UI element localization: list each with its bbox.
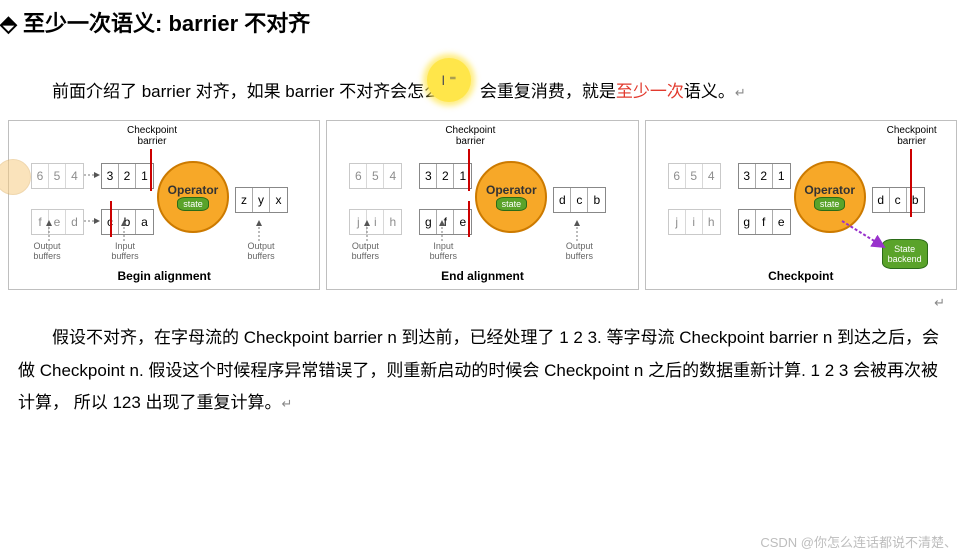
cell: a xyxy=(136,210,153,234)
cell: i xyxy=(686,210,703,234)
cp-barrier-label: Checkpoint barrier xyxy=(122,125,182,147)
cell: 2 xyxy=(756,164,773,188)
operator-label: Operator xyxy=(168,183,219,197)
para2-text: 假设不对齐，在字母流的 Checkpoint barrier n 到达前，已经处… xyxy=(18,328,939,412)
return-mark: ↵ xyxy=(282,396,293,411)
input-buffers-label: Input buffers xyxy=(423,241,463,261)
state-label: state xyxy=(496,197,528,211)
cell: j xyxy=(350,210,367,234)
cell: c xyxy=(571,188,588,212)
cell: 4 xyxy=(384,164,401,188)
cp-barrier-label: Checkpoint barrier xyxy=(440,125,500,147)
cell: g xyxy=(420,210,437,234)
output-buffers-label: Output buffers xyxy=(345,241,385,261)
cell: i xyxy=(367,210,384,234)
para1-text-b: 至少一次 xyxy=(616,82,684,101)
output-buffers-label: Output buffers xyxy=(27,241,67,261)
diagram-row: Checkpoint barrier 6 5 4 3 2 1 f e d xyxy=(0,116,965,294)
state-label: state xyxy=(177,197,209,211)
watermark: CSDN @你怎么连话都说不清楚、 xyxy=(760,532,957,551)
cell: 6 xyxy=(669,164,686,188)
cell: f xyxy=(32,210,49,234)
cell: 4 xyxy=(703,164,720,188)
barrier-out xyxy=(910,149,912,217)
cell: h xyxy=(703,210,720,234)
cell: d xyxy=(554,188,571,212)
panel-checkpoint: Checkpoint barrier 6 5 4 3 2 1 j i h xyxy=(645,120,957,290)
cell: h xyxy=(384,210,401,234)
panel-begin-alignment: Checkpoint barrier 6 5 4 3 2 1 f e d xyxy=(8,120,320,290)
cell: x xyxy=(270,188,287,212)
cell: 4 xyxy=(66,164,83,188)
out-stream: z y x xyxy=(235,187,288,213)
operator-label: Operator xyxy=(486,183,537,197)
para1-text-a: 前面介绍了 barrier 对齐，如果 barrier 不对齐会怎么样？ 会重复… xyxy=(52,82,616,101)
output-buffers-label: Output buffers xyxy=(241,241,281,261)
heading: ⬘ 至少一次语义: barrier 不对齐 xyxy=(0,0,965,40)
paragraph-1: 前面介绍了 barrier 对齐，如果 barrier 不对齐会怎么样？ 会重复… xyxy=(0,40,965,116)
cell: y xyxy=(253,188,270,212)
cell: 5 xyxy=(367,164,384,188)
bot-stream-left: f e d xyxy=(31,209,84,235)
barrier-top xyxy=(468,149,470,191)
cell: 2 xyxy=(119,164,136,188)
cell: c xyxy=(890,188,907,212)
cell: 5 xyxy=(686,164,703,188)
source-blob xyxy=(0,159,31,195)
operator-label: Operator xyxy=(804,183,855,197)
cell: e xyxy=(49,210,66,234)
paragraph-2: 假设不对齐，在字母流的 Checkpoint barrier n 到达前，已经处… xyxy=(0,312,965,423)
barrier-top xyxy=(150,149,152,191)
cell: g xyxy=(739,210,756,234)
panel-caption: Begin alignment xyxy=(9,269,319,283)
cp-barrier-label: Checkpoint barrier xyxy=(882,125,942,147)
top-stream-left: 6 5 4 xyxy=(31,163,84,189)
cell: j xyxy=(669,210,686,234)
cell: e xyxy=(773,210,790,234)
cell: b xyxy=(588,188,605,212)
cell: 2 xyxy=(437,164,454,188)
input-buffers-label: Input buffers xyxy=(105,241,145,261)
return-mark: ↵ xyxy=(934,295,945,310)
top-stream-right: 3 2 1 xyxy=(101,163,154,189)
cell: 3 xyxy=(739,164,756,188)
panel-caption: Checkpoint xyxy=(646,269,956,283)
cell: 3 xyxy=(102,164,119,188)
cell: f xyxy=(437,210,454,234)
bot-stream-right: c b a xyxy=(101,209,154,235)
cell: 1 xyxy=(773,164,790,188)
barrier-bot xyxy=(110,201,112,237)
cell: d xyxy=(66,210,83,234)
panel-end-alignment: Checkpoint barrier 6 5 4 3 2 1 j i h xyxy=(326,120,638,290)
para1-text-c: 语义。 xyxy=(684,82,735,101)
state-backend: State backend xyxy=(882,239,928,269)
barrier-bot xyxy=(468,201,470,237)
cell: f xyxy=(756,210,773,234)
panel-caption: End alignment xyxy=(327,269,637,283)
output-buffers-label: Output buffers xyxy=(559,241,599,261)
cell: 5 xyxy=(49,164,66,188)
cell: d xyxy=(873,188,890,212)
cell: z xyxy=(236,188,253,212)
cell: 6 xyxy=(350,164,367,188)
cell: 6 xyxy=(32,164,49,188)
cell: b xyxy=(119,210,136,234)
cell: 3 xyxy=(420,164,437,188)
return-mark: ↵ xyxy=(735,85,746,100)
state-label: state xyxy=(814,197,846,211)
